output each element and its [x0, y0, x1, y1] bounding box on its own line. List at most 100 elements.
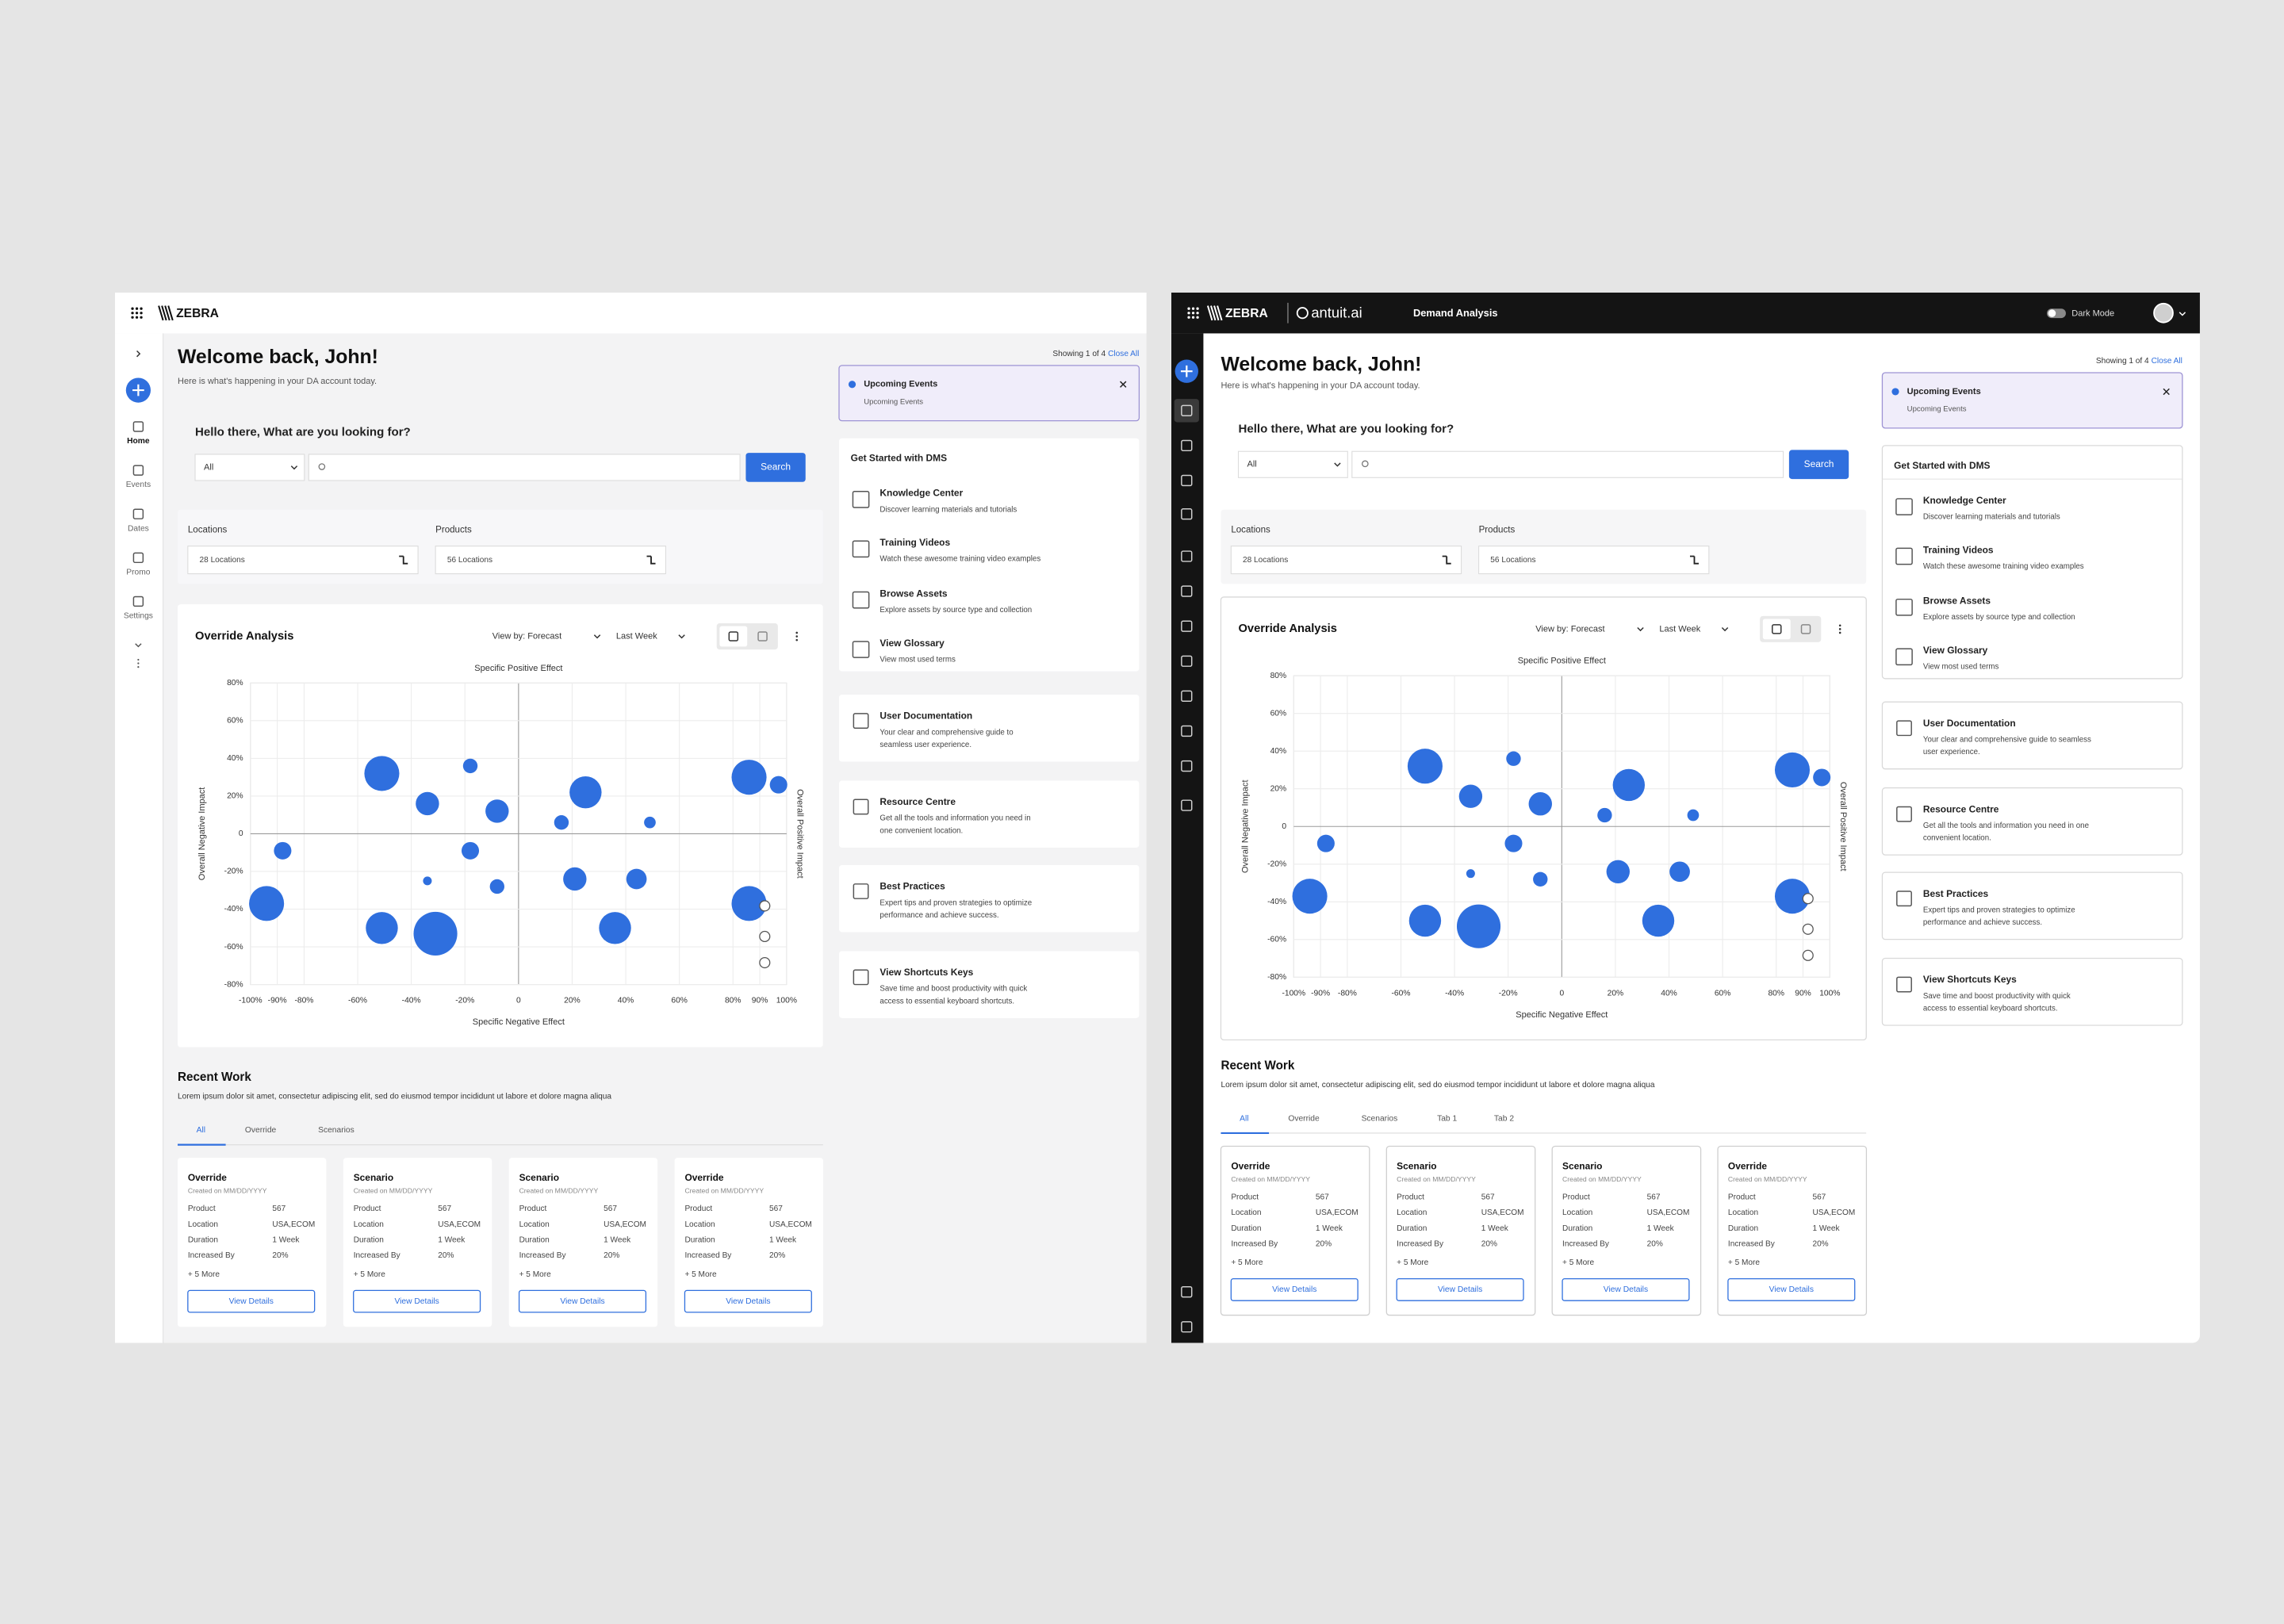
view-details-label[interactable]: View Details [1272, 1285, 1316, 1294]
resource-card[interactable] [838, 864, 1140, 933]
close-all-link[interactable]: Close All [1108, 350, 1139, 358]
resource-title[interactable]: Training Videos [879, 537, 950, 548]
work-card-value: 567 [1647, 1193, 1661, 1201]
view-details-label[interactable]: View Details [394, 1297, 439, 1306]
tab[interactable]: Tab 2 [1494, 1114, 1514, 1123]
work-card-title: Scenario [1562, 1160, 1602, 1171]
app-grid-dot [1187, 312, 1190, 315]
view-details-label[interactable]: View Details [1604, 1285, 1648, 1294]
nav-label[interactable]: Dates [128, 524, 149, 533]
y-tick-label: 40% [227, 754, 243, 763]
resource-title[interactable]: Browse Assets [879, 588, 948, 599]
resource-description: performance and achieve success. [879, 911, 998, 920]
view-details-label[interactable]: View Details [1438, 1285, 1482, 1294]
period-dropdown[interactable]: Last Week [616, 631, 657, 641]
work-card-value: 567 [272, 1205, 286, 1213]
work-card-value: USA,ECOM [1647, 1208, 1690, 1217]
y-tick-label: 80% [1270, 672, 1287, 680]
y-tick-label: 0 [239, 829, 243, 838]
search-button[interactable] [745, 453, 806, 482]
view-details-button[interactable] [1727, 1278, 1856, 1301]
view-details-button[interactable] [353, 1289, 481, 1313]
nav-label[interactable]: Home [127, 437, 150, 446]
zoom-control[interactable] [759, 900, 771, 912]
filter-input[interactable] [1478, 546, 1710, 575]
resource-title[interactable]: Knowledge Center [1923, 495, 2006, 506]
filter-label: Locations [1231, 525, 1270, 534]
view-details-label[interactable]: View Details [1769, 1285, 1814, 1294]
view-details-button[interactable] [1562, 1278, 1690, 1301]
resource-title[interactable]: View Glossary [1923, 645, 1988, 656]
close-all-link[interactable]: Close All [2152, 357, 2182, 366]
resource-icon [853, 883, 869, 899]
event-title: Upcoming Events [1907, 387, 1981, 396]
nav-label[interactable]: Settings [124, 612, 153, 621]
tab[interactable]: All [197, 1126, 205, 1135]
resource-card[interactable] [1881, 701, 2183, 770]
filter-dropdown[interactable] [194, 454, 305, 481]
resource-card[interactable] [1881, 787, 2183, 856]
x-tick-label: -20% [455, 997, 474, 1005]
work-card-field: Location [519, 1220, 550, 1229]
tab[interactable]: Scenarios [318, 1126, 354, 1135]
kebab-dot [1838, 631, 1841, 634]
zoom-control[interactable] [759, 930, 771, 943]
filter-input[interactable] [1230, 546, 1462, 575]
close-icon[interactable] [1120, 381, 1127, 388]
work-card [1385, 1145, 1536, 1316]
nav-label[interactable]: Events [126, 481, 151, 489]
filter-input[interactable] [187, 546, 419, 575]
resource-title[interactable]: Browse Assets [1923, 596, 1991, 607]
work-card-value: 20% [769, 1251, 785, 1260]
resource-card[interactable] [1881, 957, 2183, 1026]
work-card-field: Increased By [519, 1251, 567, 1260]
work-card-value: 20% [1812, 1239, 1828, 1248]
view-details-button[interactable] [684, 1289, 812, 1313]
tab[interactable]: All [1240, 1114, 1248, 1123]
view-by-dropdown[interactable]: View by: Forecast [492, 631, 561, 641]
search-button-label[interactable]: Search [761, 462, 791, 473]
resource-card[interactable] [1881, 871, 2183, 940]
search-input[interactable] [308, 454, 741, 481]
zoom-control[interactable] [759, 956, 771, 969]
zoom-control[interactable] [1802, 893, 1814, 905]
view-details-button[interactable] [1396, 1278, 1524, 1301]
filter-dropdown[interactable] [1237, 450, 1348, 478]
view-details-button[interactable] [518, 1289, 647, 1313]
tab[interactable]: Scenarios [1362, 1114, 1398, 1123]
close-icon[interactable] [2163, 388, 2170, 396]
resource-card[interactable] [838, 780, 1140, 848]
x-axis-top-label: Specific Positive Effect [474, 664, 562, 673]
tab[interactable]: Override [245, 1126, 277, 1135]
search-input[interactable] [1351, 450, 1784, 478]
search-button[interactable] [1788, 450, 1849, 480]
app-grid-dot [1187, 307, 1190, 310]
resource-card[interactable] [838, 695, 1140, 762]
period-dropdown[interactable]: Last Week [1659, 624, 1700, 634]
resource-title[interactable]: Knowledge Center [879, 488, 963, 499]
nav-icon [132, 421, 144, 432]
user-avatar[interactable] [2153, 302, 2174, 324]
resource-title[interactable]: Training Videos [1923, 544, 1994, 555]
work-card-value: 1 Week [438, 1235, 466, 1244]
resource-title: Resource Centre [879, 796, 956, 807]
resource-icon [853, 799, 869, 815]
search-button-label[interactable]: Search [1804, 458, 1834, 469]
resource-title[interactable]: View Glossary [879, 638, 945, 649]
nav-icon [1181, 760, 1193, 772]
tab[interactable]: Override [1288, 1114, 1320, 1123]
view-details-label[interactable]: View Details [726, 1297, 770, 1306]
zoom-control[interactable] [1802, 923, 1814, 935]
view-details-label[interactable]: View Details [229, 1297, 274, 1306]
nav-label[interactable]: Promo [126, 568, 151, 576]
view-details-button[interactable] [1230, 1278, 1359, 1301]
resource-description: performance and achieve success. [1923, 918, 2042, 927]
view-by-dropdown[interactable]: View by: Forecast [1535, 624, 1604, 634]
zoom-control[interactable] [1802, 949, 1814, 961]
view-details-button[interactable] [187, 1289, 316, 1313]
view-details-label[interactable]: View Details [560, 1297, 604, 1306]
tab[interactable]: Tab 1 [1437, 1114, 1457, 1123]
filter-input[interactable] [435, 546, 666, 575]
resource-card[interactable] [838, 951, 1140, 1018]
